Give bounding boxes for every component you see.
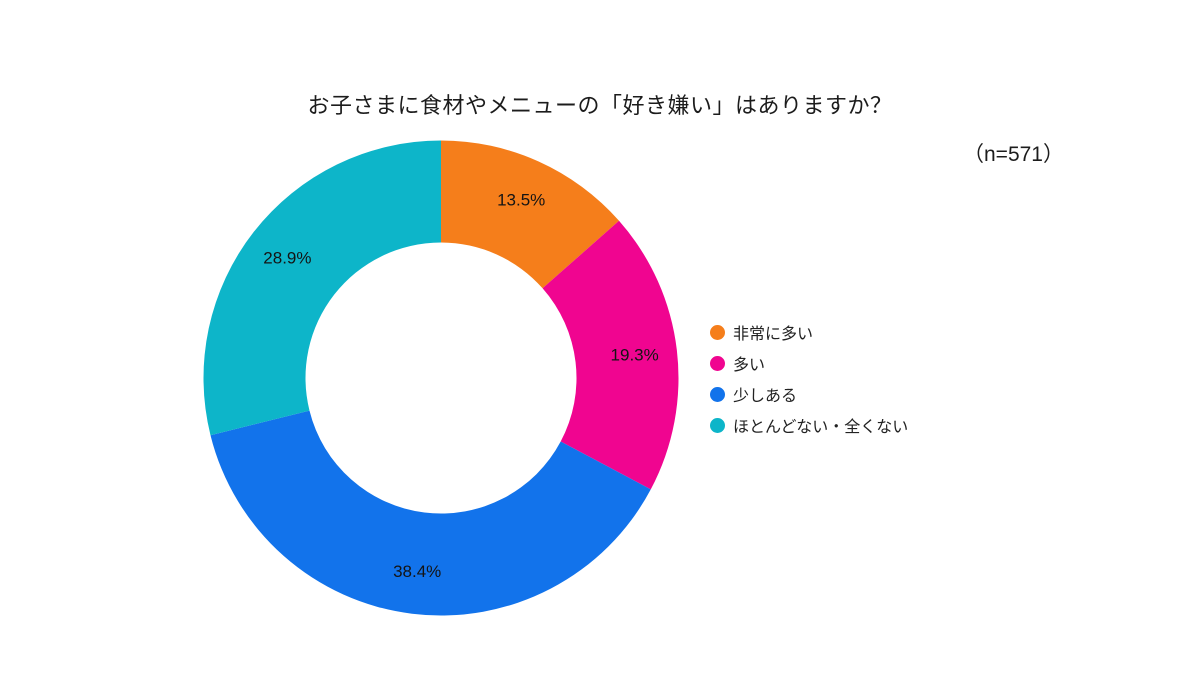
slice-value-label-1: 19.3%: [611, 346, 659, 365]
legend-item-label: 多い: [733, 357, 766, 374]
legend-item-0: 非常に多い: [710, 321, 908, 343]
slice-value-label-2: 38.4%: [393, 562, 441, 581]
donut-slice-3: [203, 140, 441, 436]
legend-dot-icon: [710, 386, 725, 402]
slice-value-label-0: 13.5%: [497, 191, 545, 210]
slice-value-label-3: 28.9%: [263, 248, 311, 267]
legend-item-label: 少しある: [733, 388, 798, 405]
legend-item-3: ほとんどない・全くない: [710, 414, 908, 436]
chart-title: お子さまに食材やメニューの「好き嫌い」はありますか？: [307, 93, 893, 118]
donut-slice-2: [210, 410, 651, 616]
legend-item-1: 多い: [710, 352, 908, 374]
legend-dot-icon: [710, 324, 725, 340]
legend-item-2: 少しある: [710, 383, 908, 405]
donut-slice-0: [441, 140, 620, 289]
sample-size-label: （n=571）: [963, 143, 1064, 166]
legend-dot-icon: [710, 417, 725, 433]
legend-item-label: ほとんどない・全くない: [733, 419, 909, 436]
legend-item-label: 非常に多い: [733, 326, 814, 343]
donut-slice-1: [542, 220, 679, 490]
chart-legend: 非常に多い多い少しあるほとんどない・全くない: [710, 321, 908, 436]
legend-dot-icon: [710, 355, 725, 371]
